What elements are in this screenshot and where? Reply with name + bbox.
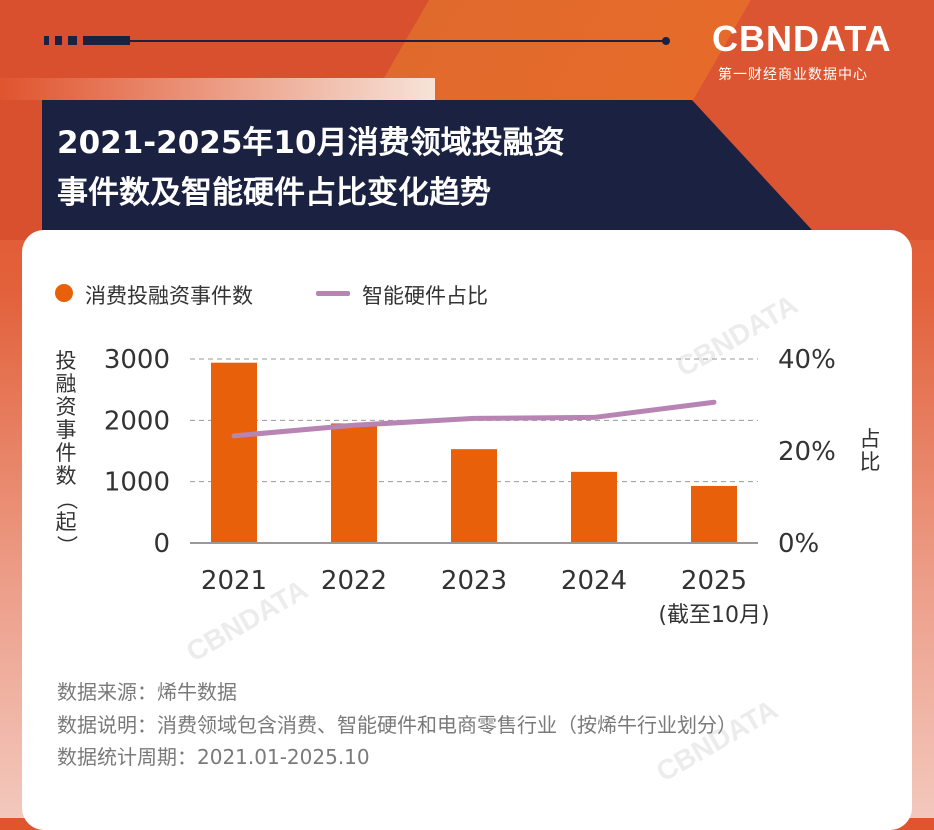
footer-source: 数据来源：烯牛数据 (57, 676, 237, 705)
y-tick-left: 3000 (104, 345, 170, 375)
line-series (234, 402, 714, 436)
bar-2022 (331, 423, 377, 543)
footer-period: 数据统计周期：2021.01-2025.10 (57, 741, 370, 770)
bar-2025 (691, 486, 737, 543)
bar-2021 (211, 363, 257, 543)
y-tick-left: 2000 (104, 406, 170, 436)
x-tick-label: 2022 (321, 566, 387, 596)
x-tick-sublabel: (截至10月) (658, 603, 769, 628)
footer-note: 数据说明：消费领域包含消费、智能硬件和电商零售行业（按烯牛行业划分） (57, 709, 737, 738)
y-tick-right: 20% (778, 437, 836, 467)
x-tick-label: 2024 (561, 566, 627, 596)
bar-2024 (571, 472, 617, 543)
x-tick-label: 2021 (201, 566, 267, 596)
x-tick-label: 2023 (441, 566, 507, 596)
y-tick-right: 0% (778, 529, 819, 559)
y-tick-right: 40% (778, 345, 836, 375)
y-tick-left: 0 (153, 529, 170, 559)
y-tick-left: 1000 (104, 468, 170, 498)
x-tick-label: 2025 (681, 566, 747, 596)
bar-2023 (451, 449, 497, 543)
